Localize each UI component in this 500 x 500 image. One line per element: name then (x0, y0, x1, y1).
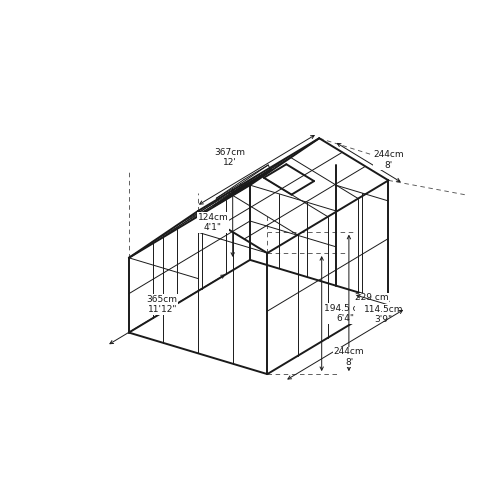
Text: 124cm
4'1": 124cm 4'1" (198, 213, 228, 232)
Text: 367cm
12': 367cm 12' (214, 148, 245, 167)
Text: 114.5cm
3'9": 114.5cm 3'9" (364, 305, 403, 324)
Text: 244cm
8': 244cm 8' (334, 348, 364, 366)
Text: 229 cm
7'6": 229 cm 7'6" (356, 293, 389, 312)
Text: 365cm
11'12": 365cm 11'12" (146, 294, 178, 314)
Text: 244cm
8': 244cm 8' (373, 150, 404, 170)
Text: 194.5 cm
6'4": 194.5 cm 6'4" (324, 304, 366, 324)
